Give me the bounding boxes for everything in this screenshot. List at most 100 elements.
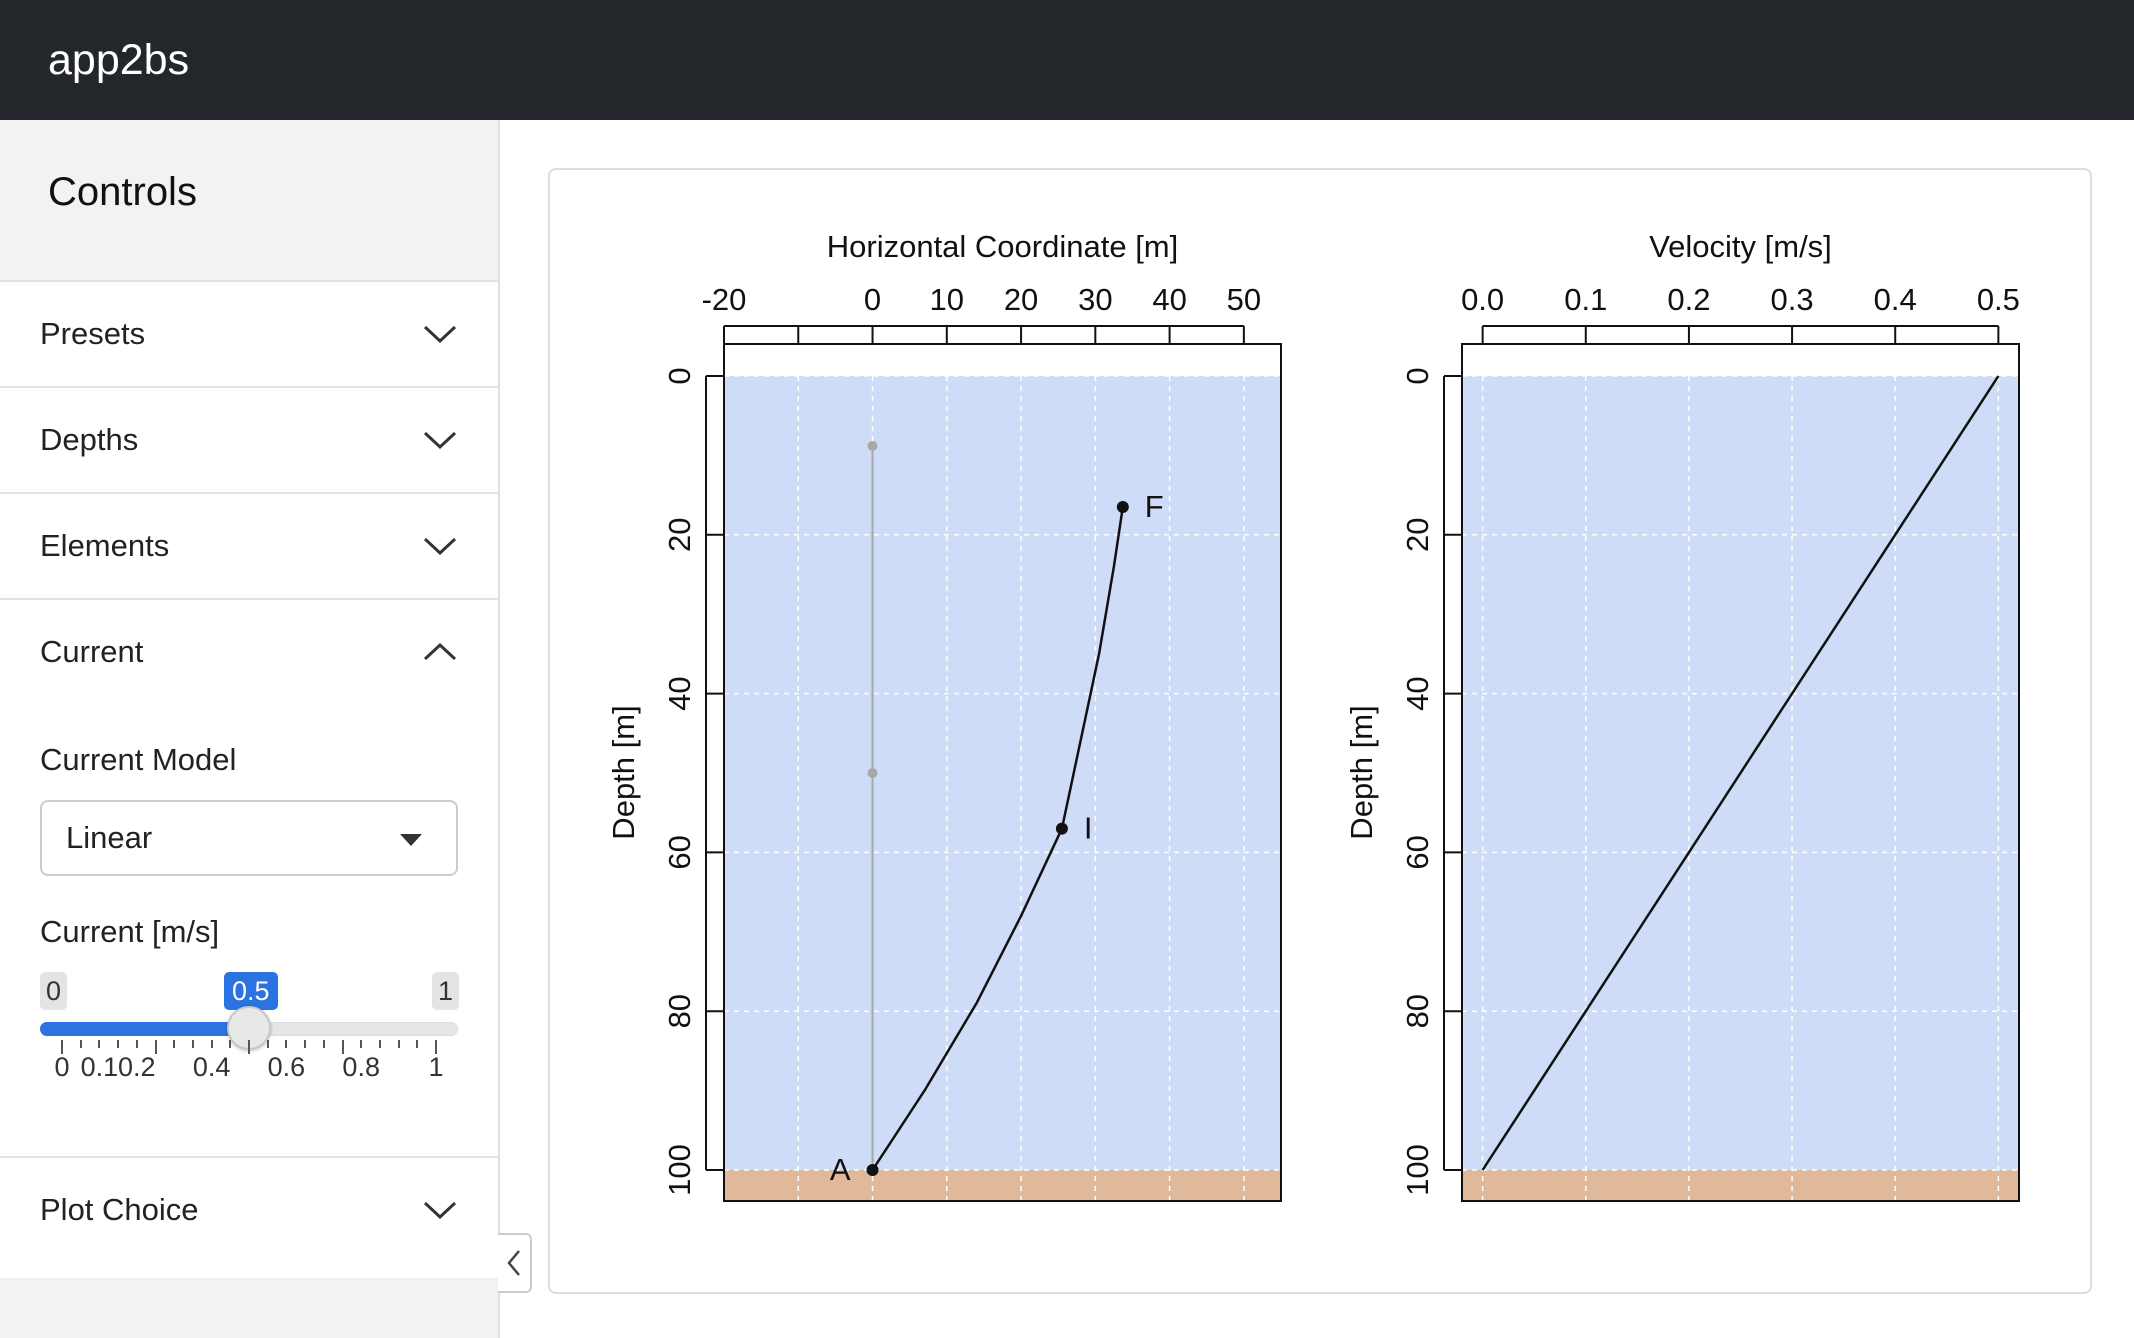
slider-tick: [266, 1040, 269, 1048]
sidebar: Controls Presets Depths Elements Current…: [0, 120, 500, 1338]
point-label: A: [830, 1152, 851, 1187]
accordion-header-current[interactable]: Current: [0, 600, 498, 704]
y-tick-label: 0: [1400, 367, 1435, 384]
accordion-presets[interactable]: Presets: [0, 280, 498, 386]
slider-tick: [98, 1040, 101, 1048]
plot-card: -20 0 10 20 30 40 50 Horizontal Coordinate [m] 0…: [548, 168, 2092, 1294]
data-point: [866, 1164, 879, 1176]
caret-down-icon: [400, 834, 422, 846]
chevron-up-icon: [423, 642, 457, 661]
slider-tick: [229, 1040, 232, 1048]
slider-tick-label: 1: [428, 1052, 444, 1082]
accordion-header-presets[interactable]: Presets: [0, 282, 498, 386]
app-title: app2bs: [48, 35, 190, 84]
data-point: [1116, 501, 1129, 514]
slider-tick: [191, 1040, 194, 1048]
series-line: [1481, 375, 2000, 1171]
slider-tick-label: 0.4: [192, 1052, 231, 1082]
slider-tick: [360, 1040, 363, 1048]
accordion-label: Plot Choice: [40, 1192, 199, 1227]
slider-tick-label: 0.6: [267, 1052, 306, 1082]
y-tick-label: 100: [662, 1144, 697, 1196]
slider-tick: [154, 1040, 157, 1054]
x-tick-label: 0.2: [1667, 282, 1710, 317]
y-tick-label: 60: [1400, 835, 1435, 869]
chart-2: 0.0 0.1 0.2 0.3 0.4 0.5 Velocity [m/s] 0 20 40 60 8…: [1344, 229, 2020, 1202]
x-tick-label: 0.1: [1564, 282, 1607, 317]
chart-1: -20 0 10 20 30 40 50 Horizontal Coordinate [m] 0…: [606, 229, 1282, 1202]
slider-fill: [40, 1022, 249, 1036]
reference-point: [867, 768, 878, 778]
slider-tick: [416, 1040, 419, 1048]
current-model-select[interactable]: Linear: [40, 800, 458, 876]
current-speed-label: Current [m/s]: [40, 914, 220, 949]
slider-tick: [285, 1040, 288, 1048]
y-tick-label: 0: [662, 367, 697, 384]
accordion-label: Elements: [40, 528, 170, 563]
y-axis-label: Depth [m]: [606, 705, 641, 839]
x-tick-label: -20: [702, 282, 747, 317]
x-tick-label: 30: [1078, 282, 1112, 317]
accordion-label: Current: [40, 634, 144, 669]
accordion-header-depths[interactable]: Depths: [0, 388, 498, 492]
x-tick-label: 0.5: [1977, 282, 2020, 317]
slider-tick: [378, 1040, 381, 1048]
slider-tick: [79, 1040, 82, 1048]
plot-frame: [1461, 343, 2020, 1202]
slider-tick: [135, 1040, 138, 1048]
slider-tick: [322, 1040, 325, 1048]
accordion-label: Depths: [40, 422, 139, 457]
seabed-region: [1462, 1170, 2019, 1201]
data-point: [1055, 822, 1068, 835]
x-tick-label: 20: [1004, 282, 1038, 317]
navbar: app2bs: [0, 0, 2134, 120]
chevron-down-icon: [423, 325, 457, 344]
x-tick-label: 10: [930, 282, 964, 317]
plot-frame: [723, 343, 1282, 1202]
reference-point: [867, 440, 878, 451]
slider-tick: [435, 1040, 437, 1054]
y-tick-label: 100: [1400, 1144, 1435, 1196]
slider-tick-label: 0.1: [80, 1052, 119, 1082]
y-tick-label: 40: [1400, 676, 1435, 710]
x-tick-label: 0.4: [1874, 282, 1917, 317]
slider-tick: [61, 1040, 63, 1054]
slider-tick: [173, 1040, 176, 1048]
y-tick-label: 20: [662, 518, 697, 552]
chevron-down-icon: [423, 537, 457, 556]
sidebar-collapse-button[interactable]: [498, 1233, 532, 1293]
x-tick-label: 0: [864, 282, 881, 317]
y-tick-label: 80: [662, 994, 697, 1028]
plots: -20 0 10 20 30 40 50 Horizontal Coordinate [m] 0…: [606, 229, 2020, 1202]
point-label: F: [1145, 489, 1164, 524]
seabed-region: [724, 1170, 1281, 1201]
slider-tick: [117, 1040, 120, 1048]
chevron-down-icon: [423, 431, 457, 450]
x-axis-label: Velocity [m/s]: [1649, 229, 1832, 264]
slider-tick: [248, 1040, 250, 1054]
y-tick-label: 80: [1400, 994, 1435, 1028]
y-tick-label: 40: [662, 676, 697, 710]
accordion-plot-choice[interactable]: Plot Choice: [0, 1156, 498, 1262]
slider-tick: [341, 1040, 344, 1054]
current-model-label: Current Model: [40, 742, 237, 777]
accordion-elements[interactable]: Elements: [0, 492, 498, 598]
chevron-down-icon: [423, 1201, 457, 1220]
accordion-header-elements[interactable]: Elements: [0, 494, 498, 598]
slider-min-label: 0: [40, 972, 68, 1010]
slider-max-label: 1: [432, 972, 460, 1010]
x-axis-label: Horizontal Coordinate [m]: [827, 229, 1179, 264]
slider-tick: [304, 1040, 307, 1048]
y-tick-label: 20: [1400, 518, 1435, 552]
accordion-depths[interactable]: Depths: [0, 386, 498, 492]
slider-tick-label: 0: [54, 1052, 70, 1082]
y-tick-label: 60: [662, 835, 697, 869]
slider-tick: [210, 1040, 213, 1048]
water-region: [724, 376, 1281, 1170]
accordion-header-plot-choice[interactable]: Plot Choice: [0, 1158, 498, 1262]
current-model-value: Linear: [66, 820, 153, 855]
slider-value-label: 0.5: [224, 972, 278, 1010]
sidebar-title: Controls: [48, 170, 197, 214]
slider-tick: [397, 1040, 400, 1048]
y-axis-label: Depth [m]: [1344, 705, 1379, 839]
